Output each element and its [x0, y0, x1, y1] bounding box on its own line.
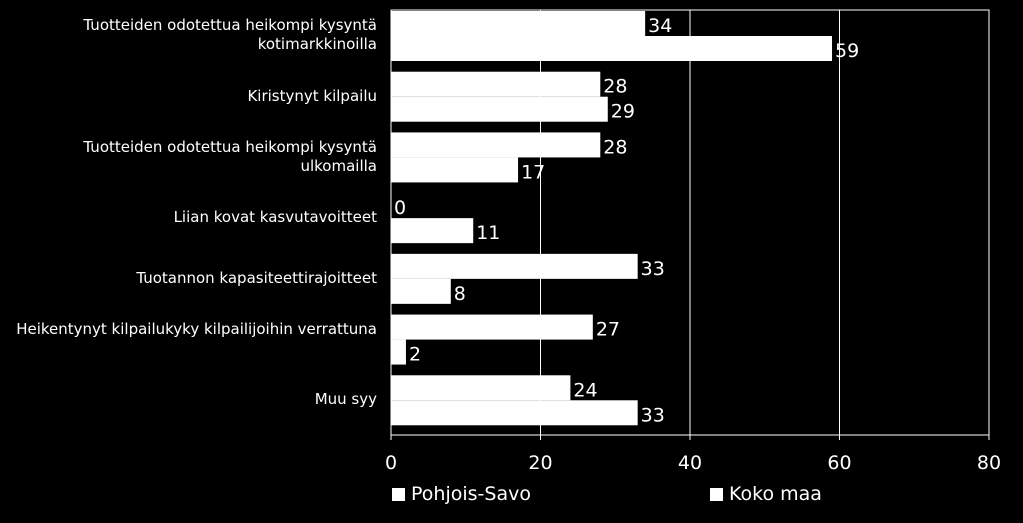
category-label: Tuotteiden odotettua heikompi kysyntä ul… [83, 137, 377, 175]
x-tick-label-40: 40 [678, 452, 702, 474]
category-label: Liian kovat kasvutavoitteet [173, 208, 377, 226]
data-label: 24 [573, 379, 597, 401]
data-label: 33 [641, 258, 665, 280]
bar-koko-maa [391, 36, 833, 61]
data-label: 59 [835, 40, 859, 62]
data-label: 27 [596, 319, 620, 341]
data-label: 28 [603, 136, 627, 158]
bar-koko-maa [391, 400, 638, 426]
legend-swatch-pohjois-savo [392, 487, 405, 501]
category-label: Kiristynyt kilpailu [247, 86, 377, 105]
x-tick-label-60: 60 [827, 452, 851, 474]
bar-pohjois-savo [391, 375, 571, 401]
bar-pohjois-savo [391, 71, 601, 97]
bar-koko-maa [391, 339, 406, 365]
legend-label-koko-maa: Koko maa [729, 483, 822, 505]
legend-item-pohjois-savo: Pohjois-Savo [392, 483, 531, 505]
bar-pohjois-savo [391, 253, 638, 279]
bar-koko-maa [391, 278, 451, 304]
bar-koko-maa [391, 96, 608, 122]
data-label: 0 [394, 197, 406, 219]
legend-item-koko-maa: Koko maa [710, 483, 822, 505]
data-label: 2 [409, 344, 421, 366]
category-label: Heikentynyt kilpailukyky kilpailijoihin … [16, 319, 377, 338]
bar-pohjois-savo [391, 11, 646, 36]
data-label: 34 [648, 15, 672, 37]
data-label: 28 [603, 76, 627, 98]
data-label: 17 [521, 161, 545, 183]
category-label: Tuotannon kapasiteettirajoitteet [136, 268, 377, 287]
bar-pohjois-savo [391, 314, 593, 340]
legend-swatch-koko-maa [710, 487, 723, 501]
data-label: 33 [641, 404, 665, 426]
x-tick-label-80: 80 [977, 452, 1001, 474]
category-label: Tuotteiden odotettua heikompi kysyntä ko… [83, 16, 377, 54]
bar-pohjois-savo [391, 132, 601, 158]
bar-koko-maa [391, 157, 519, 183]
category-label: Muu syy [314, 390, 377, 409]
data-label: 29 [611, 101, 635, 123]
x-tick-label-0: 0 [385, 452, 397, 474]
x-tick-label-20: 20 [528, 452, 552, 474]
bar-koko-maa [391, 218, 474, 244]
data-label: 11 [476, 222, 500, 244]
data-label: 8 [454, 283, 466, 305]
legend-label-pohjois-savo: Pohjois-Savo [411, 483, 531, 505]
